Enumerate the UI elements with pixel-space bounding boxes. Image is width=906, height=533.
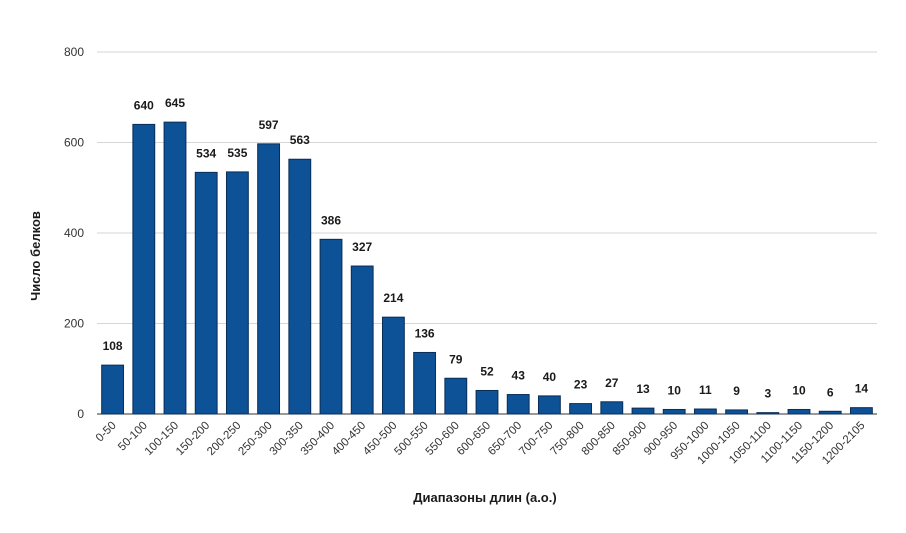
bar xyxy=(600,401,624,415)
bar xyxy=(506,394,530,415)
bar xyxy=(350,265,374,415)
x-axis-title: Диапазоны длин (а.о.) xyxy=(413,490,556,505)
data-label: 6 xyxy=(827,385,834,399)
bar xyxy=(475,389,499,415)
y-tick-label: 200 xyxy=(64,317,84,331)
data-label: 14 xyxy=(855,382,869,396)
bar xyxy=(163,121,187,415)
bar xyxy=(257,143,281,415)
data-label: 11 xyxy=(699,383,712,397)
bar xyxy=(225,171,249,415)
data-label: 214 xyxy=(383,291,403,305)
data-label: 10 xyxy=(792,383,806,397)
y-axis-ticks: 0 200 400 600 800 xyxy=(64,45,84,421)
bar xyxy=(101,364,125,415)
data-label: 27 xyxy=(605,376,619,390)
y-tick-label: 0 xyxy=(77,407,84,421)
bar xyxy=(849,407,873,415)
bar xyxy=(787,408,811,415)
bar xyxy=(756,412,780,415)
data-label: 13 xyxy=(636,382,650,396)
data-label: 563 xyxy=(290,133,310,147)
bar xyxy=(319,238,343,415)
data-label: 645 xyxy=(165,96,185,110)
bar xyxy=(569,403,593,415)
bar xyxy=(413,351,437,415)
data-label: 3 xyxy=(764,387,771,401)
y-tick-label: 400 xyxy=(64,226,84,240)
data-label: 79 xyxy=(449,352,463,366)
x-axis-ticks: 0-5050-100100-150150-200200-250250-30030… xyxy=(94,420,868,467)
bars xyxy=(101,121,873,415)
bar xyxy=(537,395,561,415)
data-label: 108 xyxy=(103,339,123,353)
data-label: 535 xyxy=(227,146,247,160)
data-label: 43 xyxy=(512,369,526,383)
bar xyxy=(132,123,156,415)
data-label: 534 xyxy=(196,146,216,160)
bar xyxy=(194,171,218,415)
x-tick-label: 0-50 xyxy=(94,420,119,445)
bar xyxy=(631,407,655,415)
data-label: 136 xyxy=(415,326,435,340)
bar xyxy=(818,410,842,415)
bar xyxy=(662,408,686,415)
bar xyxy=(693,408,717,415)
data-label: 640 xyxy=(134,98,154,112)
data-label: 386 xyxy=(321,213,341,227)
data-label: 40 xyxy=(543,370,557,384)
data-label: 23 xyxy=(574,378,588,392)
y-tick-label: 800 xyxy=(64,45,84,59)
data-label: 597 xyxy=(259,118,279,132)
bar xyxy=(288,158,312,415)
bar xyxy=(725,409,749,415)
data-label: 52 xyxy=(480,364,494,378)
data-label: 327 xyxy=(352,240,372,254)
y-tick-label: 600 xyxy=(64,136,84,150)
data-label: 10 xyxy=(668,383,682,397)
bar xyxy=(381,316,405,415)
bar xyxy=(444,377,468,415)
data-label: 9 xyxy=(733,384,740,398)
y-axis-title: Число белков xyxy=(28,211,43,301)
